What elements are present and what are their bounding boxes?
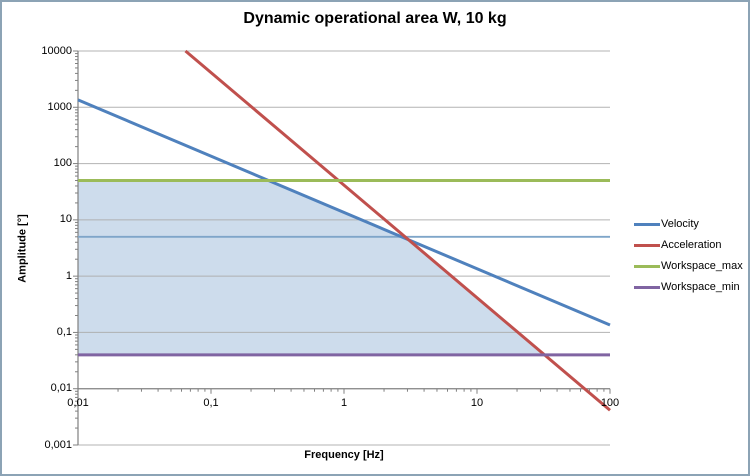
legend-item-acceleration: Acceleration: [634, 239, 743, 252]
workspace-min-line-sample: [634, 286, 660, 289]
y-axis-title: Amplitude [°]: [16, 214, 29, 283]
legend-label-acceleration: Acceleration: [661, 239, 722, 251]
velocity-line: [77, 98, 611, 327]
y-axis-tick-label: 0,001: [44, 438, 72, 451]
velocity-line-sample: [634, 223, 660, 226]
legend-item-workspace-max: Workspace_max: [634, 260, 743, 273]
x-axis-tick-label: 10: [470, 397, 484, 409]
y-axis-tick-label: 10000: [41, 44, 72, 57]
y-axis-tick-label: 0,1: [56, 325, 72, 338]
legend-item-velocity: Velocity: [634, 218, 743, 231]
y-axis-tick-label: 0,01: [50, 382, 72, 395]
x-axis-title: Frequency [Hz]: [304, 449, 384, 461]
legend-label-velocity: Velocity: [661, 218, 699, 230]
legend: Velocity Acceleration Workspace_max Work…: [634, 218, 743, 302]
legend-item-workspace-min: Workspace_min: [634, 281, 743, 294]
y-axis-tick-label: 1000: [47, 100, 72, 113]
series-lines: [77, 49, 611, 412]
x-axis-tick-label: 1: [340, 397, 348, 409]
chart-title: Dynamic operational area W, 10 kg: [243, 10, 507, 27]
workspace-max-line-sample: [634, 265, 660, 268]
x-axis-tick-label: 100: [600, 397, 620, 409]
shaded-operational-area: [78, 180, 545, 355]
gridlines: [78, 50, 610, 446]
y-axis-tick-label: 10: [59, 213, 72, 226]
legend-label-workspace-max: Workspace_max: [661, 260, 743, 272]
acceleration-line: [184, 49, 611, 412]
y-axis-tick-label: 1: [65, 269, 72, 282]
x-axis-tick-label: 0,01: [67, 397, 89, 409]
axes-and-ticks: [73, 50, 611, 446]
y-axis-tick-label: 100: [53, 157, 72, 170]
acceleration-line-sample: [634, 244, 660, 247]
x-axis-tick-label: 0,1: [203, 397, 219, 409]
legend-label-workspace-min: Workspace_min: [661, 281, 740, 293]
